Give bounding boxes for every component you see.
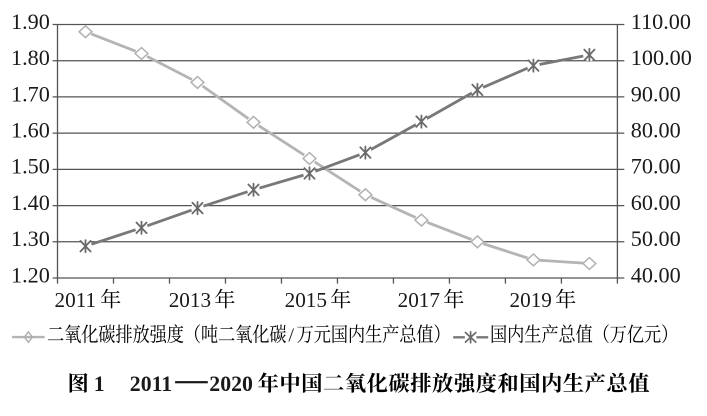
svg-text:2017: 2017 [398,288,440,312]
svg-text:80.00: 80.00 [631,117,681,142]
svg-text:40.00: 40.00 [631,262,681,287]
svg-text:1: 1 [94,372,105,396]
svg-text:2011: 2011 [130,372,172,396]
svg-text:100.00: 100.00 [631,45,692,70]
svg-text:1.80: 1.80 [11,45,50,70]
svg-text:2011: 2011 [55,288,97,312]
svg-text:1.20: 1.20 [11,262,50,287]
svg-text:70.00: 70.00 [631,154,681,179]
svg-text:2019: 2019 [510,288,552,312]
svg-text:60.00: 60.00 [631,190,681,215]
svg-text:1.50: 1.50 [11,154,50,179]
svg-text:1.40: 1.40 [11,190,50,215]
svg-text:50.00: 50.00 [631,226,681,251]
svg-text:1.30: 1.30 [11,226,50,251]
svg-text:2020: 2020 [209,372,253,396]
svg-text:2013: 2013 [169,288,211,312]
svg-text:90.00: 90.00 [631,81,681,106]
svg-text:1.90: 1.90 [11,9,50,34]
svg-text:1.60: 1.60 [11,117,50,142]
svg-text:/: / [288,325,294,347]
svg-text:110.00: 110.00 [631,9,691,34]
svg-text:2015: 2015 [285,288,327,312]
svg-text:1.70: 1.70 [11,81,50,106]
